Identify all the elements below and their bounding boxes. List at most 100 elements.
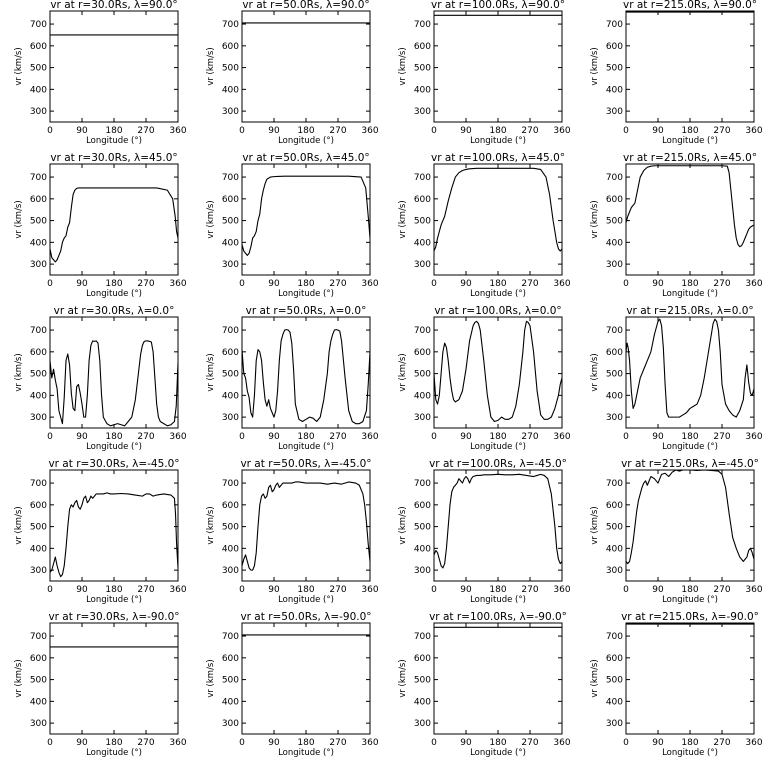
- x-tick-label: 180: [489, 738, 506, 748]
- y-tick-label: 700: [30, 173, 47, 183]
- x-tick-label: 180: [489, 279, 506, 289]
- chart-panel: vr at r=215.0Rs, λ=0.0° 300 400 500 600 700 0 9…: [576, 305, 768, 459]
- y-tick-label: 300: [606, 719, 623, 729]
- y-tick-label: 500: [414, 217, 431, 227]
- y-tick-label: 500: [30, 370, 47, 380]
- x-tick-label: 360: [553, 279, 570, 289]
- x-tick-label: 90: [460, 126, 472, 136]
- plot-frame: [433, 163, 563, 276]
- x-tick-label: 0: [47, 126, 53, 136]
- x-tick-label: 360: [169, 585, 186, 595]
- x-tick-label: 360: [745, 279, 762, 289]
- y-tick-label: 600: [606, 348, 623, 358]
- chart-svg: vr at r=100.0Rs, λ=45.0° 300 400 500 600 700 0…: [398, 152, 571, 299]
- y-tick-label: 700: [30, 20, 47, 30]
- x-tick-label: 270: [713, 126, 730, 136]
- y-tick-label: 400: [414, 697, 431, 707]
- chart-title: vr at r=100.0Rs, λ=-90.0°: [429, 611, 567, 623]
- x-tick-label: 180: [297, 585, 314, 595]
- chart-panel: vr at r=30.0Rs, λ=45.0° 300 400 500 600 700 0 9…: [0, 152, 192, 306]
- chart-title: vr at r=215.0Rs, λ=0.0°: [626, 305, 753, 317]
- y-tick-label: 300: [222, 260, 239, 270]
- y-tick-label: 700: [606, 632, 623, 642]
- chart-title: vr at r=215.0Rs, λ=90.0°: [623, 0, 757, 11]
- plot-frame: [625, 622, 755, 735]
- x-axis-label: Longitude (°): [470, 442, 526, 452]
- y-tick-label: 500: [606, 64, 623, 74]
- y-tick-label: 600: [606, 195, 623, 205]
- x-tick-label: 90: [268, 126, 280, 136]
- x-tick-label: 180: [297, 126, 314, 136]
- y-tick-label: 300: [222, 566, 239, 576]
- plot-frame: [625, 469, 755, 582]
- y-tick-label: 600: [222, 195, 239, 205]
- y-tick-label: 600: [414, 42, 431, 52]
- y-tick-label: 600: [222, 348, 239, 358]
- x-tick-label: 0: [47, 432, 53, 442]
- y-axis-label: vr (km/s): [206, 506, 216, 544]
- chart-title: vr at r=215.0Rs, λ=45.0°: [623, 152, 757, 164]
- chart-svg: vr at r=50.0Rs, λ=45.0° 300 400 500 600 700 0 9…: [206, 152, 379, 299]
- chart-title: vr at r=30.0Rs, λ=-45.0°: [48, 458, 179, 470]
- chart-title: vr at r=50.0Rs, λ=45.0°: [242, 152, 369, 164]
- chart-svg: vr at r=50.0Rs, λ=-45.0° 300 400 500 600 700 0…: [206, 458, 379, 605]
- x-tick-label: 90: [268, 738, 280, 748]
- chart-panel: vr at r=50.0Rs, λ=-90.0° 300 400 500 600 700 0…: [192, 611, 384, 765]
- x-tick-label: 270: [521, 585, 538, 595]
- series-line: [433, 167, 563, 252]
- chart-svg: vr at r=215.0Rs, λ=45.0° 300 400 500 600 700 0…: [590, 152, 763, 299]
- y-tick-label: 700: [606, 479, 623, 489]
- y-axis-label: vr (km/s): [398, 47, 408, 85]
- y-tick-label: 500: [222, 64, 239, 74]
- y-tick-label: 400: [606, 238, 623, 248]
- x-tick-label: 90: [460, 432, 472, 442]
- x-tick-label: 360: [745, 585, 762, 595]
- y-tick-label: 600: [30, 42, 47, 52]
- series-line: [433, 473, 563, 569]
- y-tick-label: 700: [414, 326, 431, 336]
- x-tick-label: 360: [361, 432, 378, 442]
- y-tick-label: 400: [222, 697, 239, 707]
- x-tick-label: 0: [47, 738, 53, 748]
- x-axis-label: Longitude (°): [470, 289, 526, 299]
- x-axis-label: Longitude (°): [470, 595, 526, 605]
- chart-panel: vr at r=100.0Rs, λ=45.0° 300 400 500 600 700 0…: [384, 152, 576, 306]
- x-tick-label: 360: [361, 738, 378, 748]
- x-tick-label: 90: [460, 279, 472, 289]
- chart-title: vr at r=100.0Rs, λ=90.0°: [431, 0, 565, 11]
- y-tick-label: 600: [606, 501, 623, 511]
- y-tick-label: 300: [222, 107, 239, 117]
- y-tick-label: 300: [606, 566, 623, 576]
- x-axis-label: Longitude (°): [86, 748, 142, 758]
- x-tick-label: 360: [361, 279, 378, 289]
- chart-svg: vr at r=30.0Rs, λ=-45.0° 300 400 500 600 700 0…: [14, 458, 187, 605]
- x-tick-label: 270: [329, 126, 346, 136]
- plot-frame: [241, 622, 371, 735]
- x-axis-label: Longitude (°): [86, 442, 142, 452]
- x-tick-label: 360: [745, 432, 762, 442]
- x-tick-label: 180: [105, 126, 122, 136]
- x-tick-label: 360: [361, 585, 378, 595]
- plot-frame: [433, 469, 563, 582]
- y-axis-label: vr (km/s): [14, 47, 24, 85]
- x-tick-label: 270: [713, 738, 730, 748]
- y-tick-label: 600: [222, 654, 239, 664]
- x-tick-label: 0: [623, 126, 629, 136]
- x-tick-label: 90: [460, 585, 472, 595]
- y-tick-label: 500: [606, 370, 623, 380]
- y-tick-label: 700: [30, 326, 47, 336]
- chart-panel: vr at r=50.0Rs, λ=-45.0° 300 400 500 600 700 0…: [192, 458, 384, 612]
- chart-panel: vr at r=30.0Rs, λ=-45.0° 300 400 500 600 700 0…: [0, 458, 192, 612]
- y-tick-label: 500: [222, 676, 239, 686]
- x-tick-label: 180: [489, 432, 506, 442]
- y-tick-label: 400: [414, 85, 431, 95]
- x-tick-label: 90: [268, 585, 280, 595]
- x-tick-label: 0: [431, 126, 437, 136]
- plot-frame: [49, 469, 179, 582]
- chart-title: vr at r=100.0Rs, λ=0.0°: [434, 305, 561, 317]
- chart-title: vr at r=50.0Rs, λ=-45.0°: [240, 458, 371, 470]
- y-tick-label: 400: [606, 697, 623, 707]
- chart-panel: vr at r=100.0Rs, λ=0.0° 300 400 500 600 700 0 9…: [384, 305, 576, 459]
- y-tick-label: 700: [414, 632, 431, 642]
- y-tick-label: 700: [606, 173, 623, 183]
